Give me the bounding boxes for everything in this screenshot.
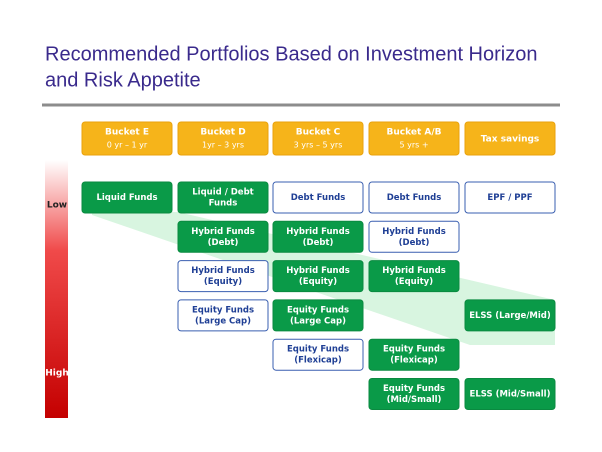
fund-label: ELSS (Mid/Small) [470, 390, 551, 400]
bucket-range: 3 yrs – 5 yrs [294, 141, 343, 150]
bucket-name: Bucket C [296, 128, 341, 138]
fund-label: Equity Funds [383, 345, 445, 355]
bucket-header [272, 121, 364, 156]
fund-cell [177, 299, 269, 332]
fund-label: Liquid / Debt [192, 188, 253, 198]
fund-label: EPF / PPF [487, 193, 532, 203]
fund-cell [177, 260, 269, 293]
bucket-name: Tax savings [481, 135, 540, 145]
fund-label: (Debt) [208, 238, 239, 248]
bucket-header [368, 121, 460, 156]
fund-cell [368, 220, 460, 253]
fund-label: Hybrid Funds [286, 266, 350, 276]
fund-label: Equity Funds [192, 305, 254, 315]
fund-label: (Equity) [204, 277, 242, 287]
fund-cell [368, 260, 460, 293]
fund-label: Hybrid Funds [191, 227, 255, 237]
fund-cell [368, 378, 460, 410]
title-line: and Risk Appetite [45, 69, 201, 91]
fund-label: ELSS (Large/Mid) [469, 311, 551, 321]
fund-cell [272, 299, 364, 332]
bucket-header [81, 121, 173, 156]
bucket-range: 1yr – 3 yrs [202, 141, 244, 150]
bucket-range: 5 yrs + [399, 141, 428, 150]
fund-label: Hybrid Funds [382, 227, 446, 237]
fund-label: Liquid Funds [96, 193, 157, 203]
fund-label: Debt Funds [387, 193, 442, 203]
fund-label: (Equity) [395, 277, 433, 287]
bucket-header [177, 121, 269, 156]
fund-label: (Large Cap) [290, 316, 346, 326]
fund-label: (Flexicap) [294, 356, 342, 366]
fund-label: Hybrid Funds [382, 266, 446, 276]
fund-cell [177, 220, 269, 253]
bucket-name: Bucket D [200, 128, 245, 138]
fund-label: Hybrid Funds [286, 227, 350, 237]
risk-high: High [45, 369, 68, 379]
fund-cell [81, 181, 173, 214]
fund-label: Debt Funds [291, 193, 346, 203]
fund-label: (Debt) [399, 238, 430, 248]
fund-cell [272, 338, 364, 371]
fund-cell [464, 378, 556, 410]
fund-label: Equity Funds [383, 384, 445, 394]
risk-bar [45, 160, 68, 418]
fund-label: (Mid/Small) [387, 395, 442, 405]
fund-label: Funds [209, 199, 238, 209]
fund-label: (Equity) [299, 277, 337, 287]
fund-label: Hybrid Funds [191, 266, 255, 276]
fund-label: (Flexicap) [390, 356, 438, 366]
fund-cell [272, 181, 364, 214]
bucket-name: Bucket E [105, 128, 149, 138]
fund-cell [368, 338, 460, 371]
fund-cell [272, 220, 364, 253]
fund-cell [464, 299, 556, 332]
fund-label: (Large Cap) [195, 316, 251, 326]
bucket-header [464, 121, 556, 156]
title-line: Recommended Portfolios Based on Investme… [45, 43, 537, 65]
fund-label: Equity Funds [287, 345, 349, 355]
risk-low: Low [47, 201, 67, 211]
fund-cell [368, 181, 460, 214]
fund-label: (Debt) [303, 238, 334, 248]
fund-cell [272, 260, 364, 293]
bucket-range: 0 yr – 1 yr [107, 141, 148, 150]
bucket-name: Bucket A/B [387, 128, 442, 138]
fund-cell [464, 181, 556, 214]
fund-cell [177, 181, 269, 214]
fund-label: Equity Funds [287, 305, 349, 315]
